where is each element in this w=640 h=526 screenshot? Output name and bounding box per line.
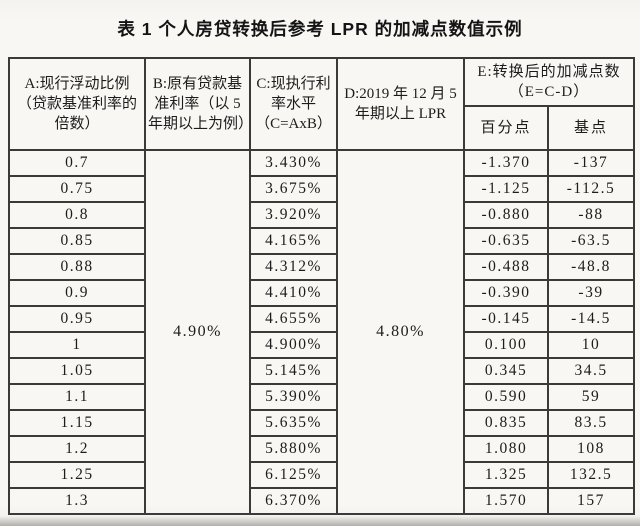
table-title: 表 1 个人房贷转换后参考 LPR 的加减点数值示例 <box>117 19 523 39</box>
header-executed-rate: C:现执行利率水平（C=AxB） <box>249 57 338 151</box>
bp-cell: -88 <box>546 201 636 229</box>
lpr-value-cell: 4.80% <box>336 149 465 515</box>
bp-cell: 10 <box>546 331 636 359</box>
rate-cell: 5.145% <box>249 357 338 385</box>
rate-cell: 3.430% <box>249 149 338 177</box>
bp-cell: -39 <box>546 279 636 307</box>
table-row: 0.9 4.410% -0.390 -39 <box>8 279 636 307</box>
rate-cell: 4.655% <box>249 305 338 333</box>
rate-cell: 5.390% <box>249 383 338 411</box>
pct-cell: -1.125 <box>463 175 549 203</box>
pct-cell: -0.390 <box>463 279 549 307</box>
table-header: A:现行浮动比例（贷款基准利率的倍数） B:原有贷款基准利率（以 5 年期以上为… <box>8 57 636 151</box>
table-row: 1.05 5.145% 0.345 34.5 <box>8 357 636 385</box>
table-row: 1 4.900% 0.100 10 <box>8 331 636 359</box>
header-basis-points: 基点 <box>546 105 636 151</box>
header-percentage-points: 百分点 <box>463 105 549 151</box>
benchmark-rate-cell: 4.90% <box>144 149 251 515</box>
pct-cell: -0.488 <box>463 253 549 281</box>
header-adjustment-points: E:转换后的加减点数（E=C-D） <box>462 57 636 107</box>
rate-cell: 3.920% <box>249 201 338 229</box>
ratio-cell: 1.1 <box>8 383 146 411</box>
rate-cell: 4.312% <box>249 253 338 281</box>
header-current-ratio: A:现行浮动比例（贷款基准利率的倍数） <box>8 57 146 151</box>
header-benchmark-rate: B:原有贷款基准利率（以 5 年期以上为例） <box>144 57 253 151</box>
bp-cell: 34.5 <box>546 357 636 385</box>
ratio-cell: 0.85 <box>8 227 146 255</box>
ratio-cell: 1.05 <box>8 357 146 385</box>
pct-cell: -0.145 <box>463 305 549 333</box>
table-row: 0.75 3.675% -1.125 -112.5 <box>8 175 636 203</box>
table-row: 1.3 6.370% 1.570 157 <box>8 487 636 515</box>
pct-cell: 1.570 <box>463 487 549 515</box>
table-row: 1.1 5.390% 0.590 59 <box>8 383 636 411</box>
ratio-cell: 1.3 <box>8 487 146 515</box>
rate-cell: 4.900% <box>249 331 338 359</box>
bp-cell: 157 <box>546 487 636 515</box>
header-lpr-dec2019: D:2019 年 12 月 5 年期以上 LPR <box>336 57 465 151</box>
ratio-cell: 1.2 <box>8 435 146 463</box>
ratio-cell: 0.75 <box>8 175 146 203</box>
ratio-cell: 0.8 <box>8 201 146 229</box>
table-row: 1.25 6.125% 1.325 132.5 <box>8 461 636 489</box>
rate-cell: 6.125% <box>249 461 338 489</box>
ratio-cell: 0.9 <box>8 279 146 307</box>
bp-cell: -112.5 <box>546 175 636 203</box>
photo-edge-shadow <box>0 516 640 526</box>
pct-cell: 0.590 <box>463 383 549 411</box>
table-row: 0.7 4.90% 3.430% 4.80% -1.370 -137 <box>8 149 636 515</box>
ratio-cell: 0.7 <box>8 149 146 177</box>
pct-cell: 1.325 <box>463 461 549 489</box>
pct-cell: 0.345 <box>463 357 549 385</box>
bp-cell: -14.5 <box>546 305 636 333</box>
bp-cell: -48.8 <box>546 253 636 281</box>
bp-cell: 132.5 <box>546 461 636 489</box>
ratio-cell: 1.15 <box>8 409 146 437</box>
ratio-cell: 0.95 <box>8 305 146 333</box>
ratio-cell: 0.88 <box>8 253 146 281</box>
table-body: 0.7 4.90% 3.430% 4.80% -1.370 -137 0.75 … <box>8 149 636 515</box>
table-row: 1.15 5.635% 0.835 83.5 <box>8 409 636 437</box>
bp-cell: -63.5 <box>546 227 636 255</box>
rate-cell: 3.675% <box>249 175 338 203</box>
bp-cell: -137 <box>546 149 636 177</box>
ratio-cell: 1 <box>8 331 146 359</box>
rate-cell: 4.165% <box>249 227 338 255</box>
rate-cell: 5.880% <box>249 435 338 463</box>
ratio-cell: 1.25 <box>8 461 146 489</box>
bp-cell: 108 <box>546 435 636 463</box>
pct-cell: 1.080 <box>463 435 549 463</box>
rate-cell: 5.635% <box>249 409 338 437</box>
pct-cell: -1.370 <box>463 149 549 177</box>
table-row: 0.88 4.312% -0.488 -48.8 <box>8 253 636 281</box>
bp-cell: 59 <box>546 383 636 411</box>
lpr-conversion-table: A:现行浮动比例（贷款基准利率的倍数） B:原有贷款基准利率（以 5 年期以上为… <box>8 57 636 515</box>
table-row: 0.85 4.165% -0.635 -63.5 <box>8 227 636 255</box>
pct-cell: -0.880 <box>463 201 549 229</box>
pct-cell: -0.635 <box>463 227 549 255</box>
table-row: 0.95 4.655% -0.145 -14.5 <box>8 305 636 333</box>
pct-cell: 0.100 <box>463 331 549 359</box>
table-row: 1.2 5.880% 1.080 108 <box>8 435 636 463</box>
pct-cell: 0.835 <box>463 409 549 437</box>
table-row: 0.8 3.920% -0.880 -88 <box>8 201 636 229</box>
bp-cell: 83.5 <box>546 409 636 437</box>
rate-cell: 6.370% <box>249 487 338 515</box>
rate-cell: 4.410% <box>249 279 338 307</box>
